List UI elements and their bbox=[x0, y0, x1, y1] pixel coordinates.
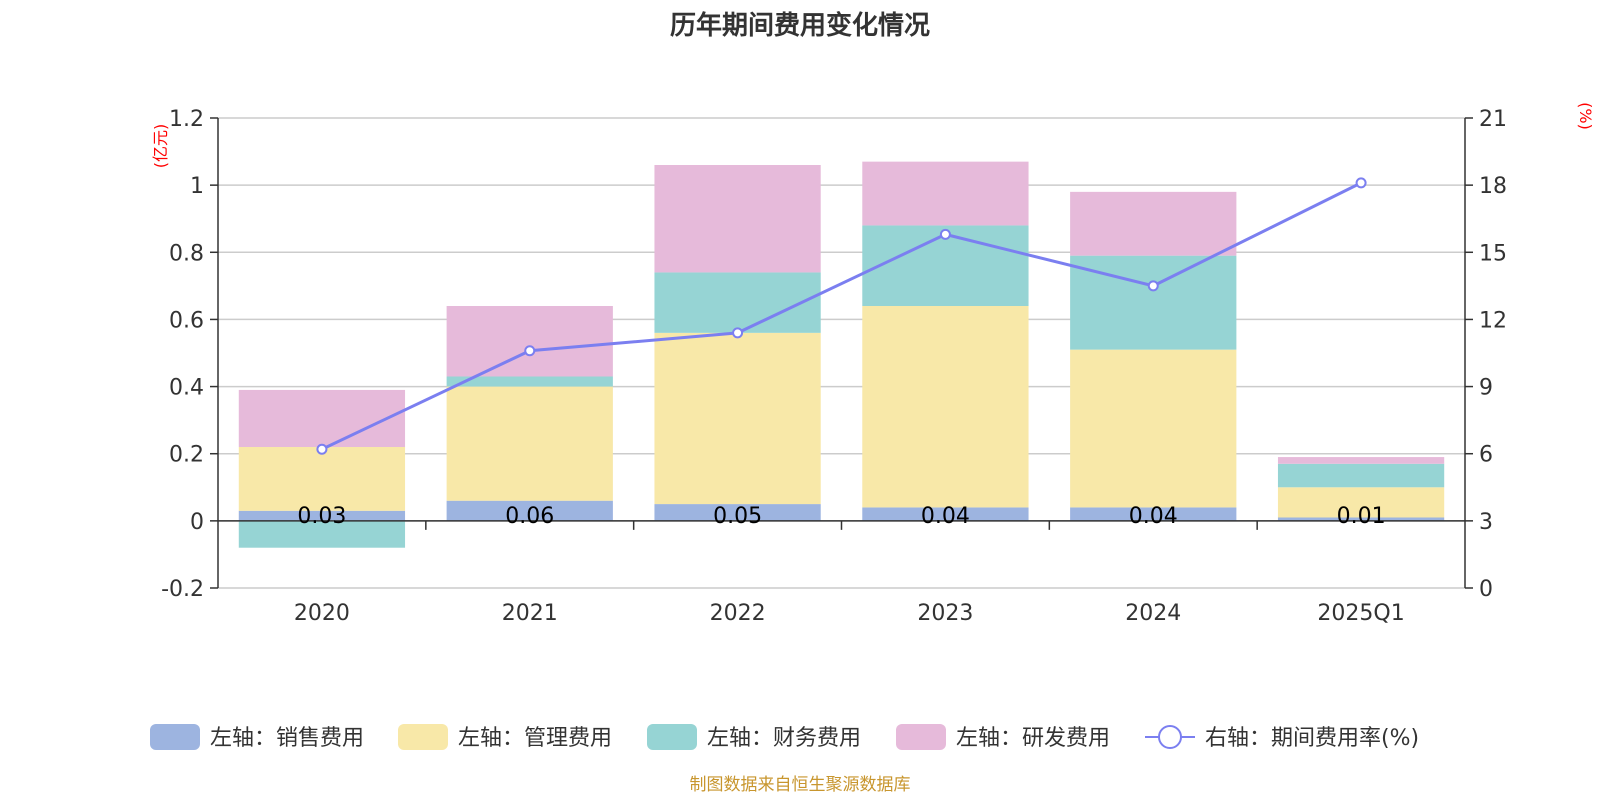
right-tick-label: 0 bbox=[1479, 577, 1493, 602]
right-tick-label: 12 bbox=[1479, 308, 1507, 333]
category-label: 2021 bbox=[502, 601, 558, 626]
source-note: 制图数据来自恒生聚源数据库 bbox=[690, 775, 911, 795]
bar-value-label: 0.06 bbox=[505, 504, 554, 529]
legend: 左轴：销售费用 左轴：管理费用 左轴：财务费用 左轴：研发费用 右轴：期间费用率(%) bbox=[150, 724, 1419, 751]
bar-segment bbox=[446, 376, 613, 387]
legend-label: 左轴：管理费用 bbox=[458, 726, 612, 751]
bar-value-label: 0.04 bbox=[1129, 504, 1178, 529]
bar-labels: 0.03 0.06 0.05 0.04 0.04 0.01 bbox=[297, 504, 1385, 529]
right-tick-label: 9 bbox=[1479, 376, 1493, 401]
bar-segment bbox=[1070, 255, 1237, 350]
category-label: 2022 bbox=[710, 601, 766, 626]
rate-point bbox=[1147, 280, 1159, 292]
bar-segment bbox=[446, 500, 613, 521]
legend-label: 右轴：期间费用率(%) bbox=[1205, 726, 1419, 751]
line-series bbox=[316, 177, 1367, 455]
left-tick-label: -0.2 bbox=[161, 577, 204, 602]
bar-segment bbox=[1277, 457, 1445, 464]
bar-segment bbox=[238, 389, 406, 447]
legend-label: 左轴：财务费用 bbox=[707, 726, 861, 751]
category-label: 2025Q1 bbox=[1317, 601, 1404, 626]
bar-segment bbox=[446, 386, 613, 501]
bar-segment bbox=[1070, 507, 1237, 521]
rate-line bbox=[321, 181, 1362, 451]
rate-point bbox=[524, 345, 536, 357]
bar-segment bbox=[1277, 463, 1445, 488]
left-tick-label: 0.4 bbox=[169, 376, 204, 401]
bar-segment bbox=[654, 332, 821, 505]
bar-series bbox=[238, 161, 1445, 548]
category-label: 2024 bbox=[1125, 601, 1181, 626]
right-tick-label: 3 bbox=[1479, 510, 1493, 535]
rate-point bbox=[939, 228, 951, 240]
legend-label: 左轴：销售费用 bbox=[210, 726, 364, 751]
bar-value-label: 0.05 bbox=[713, 504, 762, 529]
left-tick-label: 1 bbox=[190, 174, 204, 199]
legend-marker bbox=[1158, 725, 1182, 749]
right-axis-unit: (%) bbox=[1576, 102, 1595, 130]
bar-value-label: 0.01 bbox=[1337, 504, 1386, 529]
bar-segment bbox=[1070, 191, 1237, 256]
axes: -0.2 0 0.2 0.4 0.6 0.8 1 1.2 0 3 6 9 12 15 18 21 2020 202… bbox=[161, 107, 1507, 626]
bar-value-label: 0.03 bbox=[297, 504, 346, 529]
legend-label: 左轴：研发费用 bbox=[956, 726, 1110, 751]
bar-segment bbox=[238, 510, 406, 521]
rate-point bbox=[732, 327, 744, 339]
bar-segment bbox=[862, 507, 1029, 521]
category-label: 2020 bbox=[294, 601, 350, 626]
right-tick-label: 15 bbox=[1479, 241, 1507, 266]
left-tick-label: 0.6 bbox=[169, 308, 204, 333]
legend-swatch bbox=[398, 724, 448, 750]
bar-segment bbox=[862, 161, 1029, 226]
rate-point bbox=[316, 443, 328, 455]
bar-segment bbox=[1070, 349, 1237, 508]
bar-segment bbox=[1277, 487, 1445, 518]
left-tick-label: 0 bbox=[190, 510, 204, 535]
bar-segment bbox=[654, 504, 821, 521]
right-tick-label: 6 bbox=[1479, 443, 1493, 468]
bar-segment bbox=[446, 306, 613, 377]
bar-value-label: 0.04 bbox=[921, 504, 970, 529]
left-tick-label: 0.2 bbox=[169, 443, 204, 468]
bar-segment bbox=[654, 272, 821, 333]
rate-point bbox=[1355, 177, 1367, 189]
right-tick-label: 21 bbox=[1479, 107, 1507, 132]
right-tick-label: 18 bbox=[1479, 174, 1507, 199]
left-tick-label: 0.8 bbox=[169, 241, 204, 266]
bar-segment bbox=[862, 306, 1029, 508]
chart-title: 历年期间费用变化情况 bbox=[670, 10, 930, 41]
legend-swatch bbox=[647, 724, 697, 750]
bar-segment bbox=[238, 520, 406, 548]
legend-swatch bbox=[150, 724, 200, 750]
bar-segment bbox=[654, 165, 821, 273]
bar-segment bbox=[1277, 517, 1445, 521]
left-axis-unit: (亿元) bbox=[151, 124, 170, 169]
left-tick-label: 1.2 bbox=[169, 107, 204, 132]
legend-swatch bbox=[896, 724, 946, 750]
bar-segment bbox=[238, 447, 406, 511]
category-label: 2023 bbox=[917, 601, 973, 626]
